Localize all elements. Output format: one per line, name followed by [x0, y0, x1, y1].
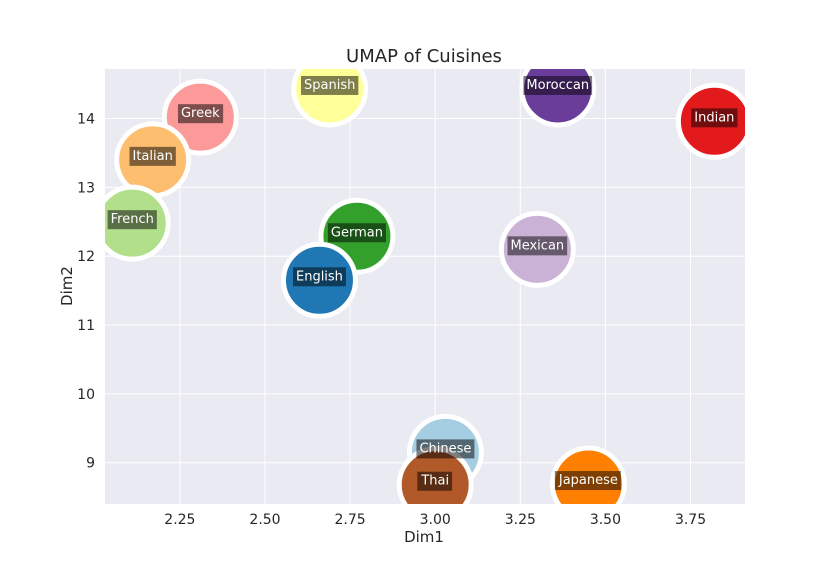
point-label-box: [417, 471, 453, 491]
point-labels: Greek Italian French Spanish Moroccan Indian G…: [107, 75, 738, 491]
point-label-box: [107, 210, 157, 230]
point-label-text: Indian: [694, 110, 734, 125]
x-tick-label: 3.25: [505, 512, 536, 528]
y-tick-label: 10: [77, 387, 95, 403]
point-label-english: English: [292, 267, 346, 287]
point-label-box: [554, 471, 621, 491]
point-label-chinese: Chinese: [416, 439, 475, 459]
point-label-text: Italian: [132, 149, 172, 164]
point-label-text: German: [331, 225, 383, 240]
y-tick-label: 12: [77, 249, 95, 265]
x-tick-label: 2.75: [335, 512, 366, 528]
point-label-text: English: [296, 269, 343, 284]
point-label-mexican: Mexican: [507, 236, 568, 256]
x-tick-label: 2.50: [249, 512, 280, 528]
x-tick-label: 3.50: [590, 512, 621, 528]
x-tick-label: 2.25: [164, 512, 195, 528]
point-label-box: [327, 223, 386, 243]
chart-title: UMAP of Cuisines: [346, 46, 502, 67]
x-tick-label: 3.75: [675, 512, 706, 528]
point-label-text: Thai: [420, 474, 449, 489]
point-label-text: Chinese: [419, 441, 471, 456]
y-tick-label: 13: [77, 180, 95, 196]
point-label-box: [177, 104, 224, 124]
point-label-german: German: [327, 223, 386, 243]
point-label-text: Greek: [181, 106, 220, 121]
point-label-box: [691, 108, 738, 128]
y-tick-label: 11: [77, 318, 95, 334]
point-label-text: Spanish: [304, 78, 355, 93]
point-label-text: Japanese: [558, 473, 618, 488]
point-label-indian: Indian: [691, 108, 738, 128]
point-label-text: Mexican: [511, 238, 565, 253]
point-label-box: [129, 146, 176, 166]
point-label-box: [416, 439, 475, 459]
point-label-moroccan: Moroccan: [523, 75, 593, 95]
point-label-box: [301, 75, 359, 95]
x-tick-label: 3.00: [420, 512, 451, 528]
y-tick-label: 9: [86, 456, 95, 472]
point-label-text: Moroccan: [526, 78, 589, 93]
point-label-french: French: [107, 210, 157, 230]
point-label-italian: Italian: [129, 146, 176, 166]
point-label-spanish: Spanish: [301, 75, 359, 95]
x-axis-label: Dim1: [404, 528, 444, 546]
point-label-text: French: [111, 212, 154, 227]
point-label-japanese: Japanese: [554, 471, 621, 491]
point-label-box: [507, 236, 568, 256]
point-label-box: [292, 267, 346, 287]
point-label-greek: Greek: [177, 104, 224, 124]
y-axis-label: Dim2: [58, 266, 76, 306]
tick-labels: 2.25 2.50 2.75 3.00 3.25 3.50 3.75 9 10 11 12 13 14: [77, 112, 706, 528]
point-label-box: [523, 75, 593, 95]
y-tick-label: 14: [77, 112, 95, 128]
point-label-thai: Thai: [417, 471, 453, 491]
